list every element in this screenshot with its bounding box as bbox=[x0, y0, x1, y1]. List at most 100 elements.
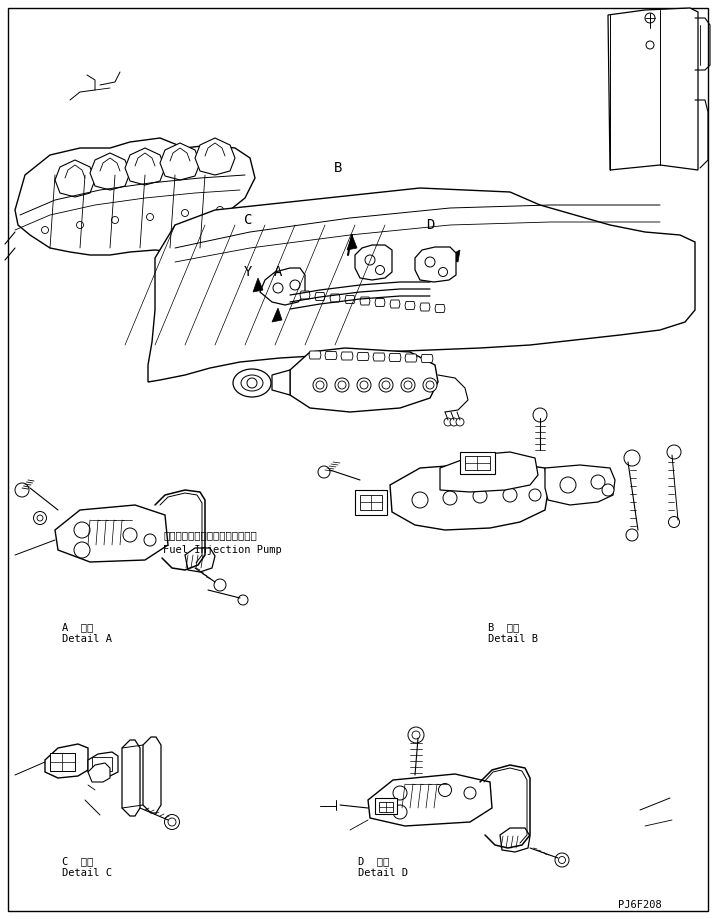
Polygon shape bbox=[435, 304, 445, 312]
Circle shape bbox=[404, 381, 412, 389]
Polygon shape bbox=[260, 268, 305, 305]
Circle shape bbox=[456, 418, 464, 426]
Circle shape bbox=[181, 210, 188, 217]
Circle shape bbox=[443, 491, 457, 505]
Polygon shape bbox=[55, 160, 95, 197]
Text: Detail C: Detail C bbox=[62, 868, 112, 878]
Ellipse shape bbox=[233, 369, 271, 397]
Circle shape bbox=[558, 857, 566, 864]
Circle shape bbox=[450, 418, 458, 426]
Text: Detail B: Detail B bbox=[488, 634, 538, 644]
Text: Fuel Injection Pump: Fuel Injection Pump bbox=[163, 545, 282, 555]
Text: A: A bbox=[274, 265, 282, 279]
Circle shape bbox=[77, 221, 84, 229]
Polygon shape bbox=[347, 235, 357, 250]
Bar bbox=[460, 452, 495, 474]
Circle shape bbox=[290, 280, 300, 290]
Polygon shape bbox=[45, 744, 88, 778]
Circle shape bbox=[214, 579, 226, 591]
Polygon shape bbox=[440, 452, 538, 492]
Polygon shape bbox=[390, 300, 400, 308]
Polygon shape bbox=[88, 763, 110, 782]
Circle shape bbox=[438, 784, 452, 797]
Polygon shape bbox=[357, 353, 369, 360]
Polygon shape bbox=[360, 297, 370, 305]
Circle shape bbox=[338, 381, 346, 389]
Circle shape bbox=[273, 283, 283, 293]
Polygon shape bbox=[608, 8, 698, 170]
Circle shape bbox=[74, 522, 90, 538]
Circle shape bbox=[591, 475, 605, 489]
Circle shape bbox=[316, 381, 324, 389]
Bar bbox=[355, 490, 387, 515]
Circle shape bbox=[602, 484, 614, 496]
Polygon shape bbox=[15, 138, 255, 255]
Polygon shape bbox=[389, 354, 401, 361]
Polygon shape bbox=[325, 351, 337, 359]
Polygon shape bbox=[500, 828, 530, 852]
Circle shape bbox=[560, 477, 576, 493]
Text: B: B bbox=[334, 161, 342, 175]
Circle shape bbox=[624, 450, 640, 466]
Polygon shape bbox=[315, 292, 325, 301]
Circle shape bbox=[382, 381, 390, 389]
Ellipse shape bbox=[241, 375, 263, 391]
Text: Detail A: Detail A bbox=[62, 634, 112, 644]
Circle shape bbox=[503, 488, 517, 502]
Circle shape bbox=[147, 213, 153, 221]
Polygon shape bbox=[545, 465, 615, 505]
Circle shape bbox=[669, 516, 679, 528]
Polygon shape bbox=[185, 548, 215, 572]
Circle shape bbox=[335, 378, 349, 392]
Circle shape bbox=[533, 408, 547, 422]
Circle shape bbox=[529, 489, 541, 501]
Circle shape bbox=[473, 489, 487, 503]
Circle shape bbox=[423, 378, 437, 392]
Polygon shape bbox=[355, 245, 392, 280]
Polygon shape bbox=[253, 278, 263, 292]
Circle shape bbox=[464, 787, 476, 799]
Circle shape bbox=[360, 381, 368, 389]
Circle shape bbox=[357, 378, 371, 392]
Bar bbox=[360, 495, 382, 510]
Circle shape bbox=[74, 542, 90, 558]
Bar bbox=[465, 456, 490, 470]
Circle shape bbox=[412, 492, 428, 508]
Polygon shape bbox=[122, 740, 140, 816]
Circle shape bbox=[426, 381, 434, 389]
Circle shape bbox=[393, 805, 407, 819]
Bar bbox=[379, 802, 393, 812]
Polygon shape bbox=[445, 250, 460, 262]
Polygon shape bbox=[368, 774, 492, 826]
Bar bbox=[375, 798, 397, 814]
Circle shape bbox=[165, 814, 180, 830]
Polygon shape bbox=[143, 737, 161, 813]
Bar bbox=[50, 753, 75, 771]
Polygon shape bbox=[195, 138, 235, 175]
Text: フェエルインジェクションポンプ: フェエルインジェクションポンプ bbox=[163, 530, 257, 540]
Circle shape bbox=[15, 483, 29, 497]
Polygon shape bbox=[415, 247, 456, 282]
Circle shape bbox=[144, 534, 156, 546]
Polygon shape bbox=[55, 505, 168, 562]
Polygon shape bbox=[290, 348, 438, 412]
Polygon shape bbox=[160, 143, 200, 180]
Circle shape bbox=[379, 378, 393, 392]
Circle shape bbox=[313, 378, 327, 392]
Circle shape bbox=[412, 731, 420, 739]
Circle shape bbox=[238, 595, 248, 605]
Text: PJ6F208: PJ6F208 bbox=[618, 900, 662, 910]
Circle shape bbox=[168, 818, 176, 826]
Polygon shape bbox=[375, 299, 385, 307]
Polygon shape bbox=[148, 188, 695, 382]
Text: D: D bbox=[426, 218, 434, 232]
Text: Detail D: Detail D bbox=[358, 868, 408, 878]
Text: D  詳細: D 詳細 bbox=[358, 856, 390, 866]
Circle shape bbox=[667, 445, 681, 459]
Circle shape bbox=[438, 267, 448, 277]
Polygon shape bbox=[272, 370, 290, 395]
Polygon shape bbox=[420, 303, 430, 311]
Circle shape bbox=[425, 257, 435, 267]
Circle shape bbox=[626, 529, 638, 541]
Circle shape bbox=[112, 217, 119, 223]
